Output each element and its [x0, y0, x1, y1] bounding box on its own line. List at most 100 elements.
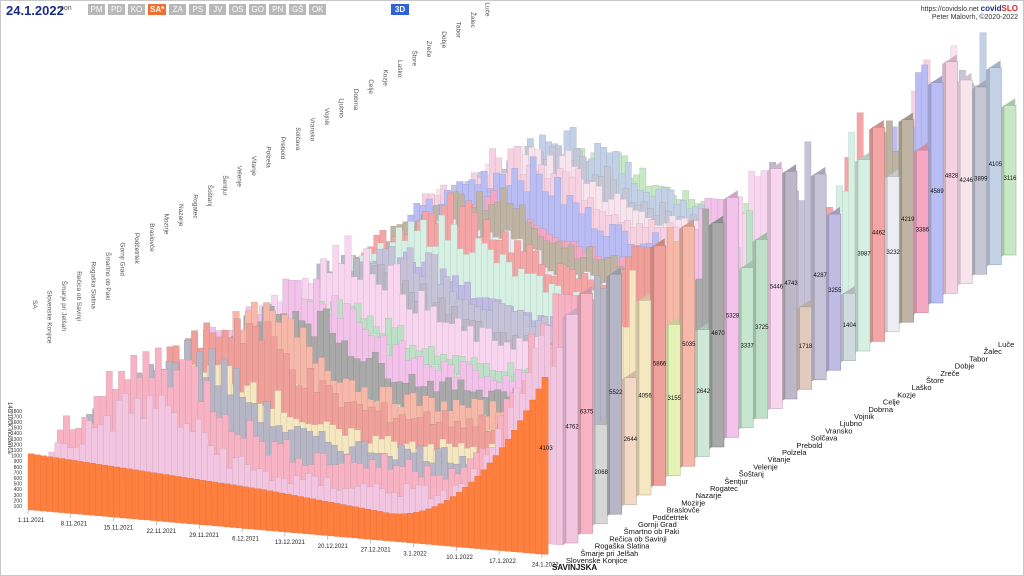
y-tick-label: 1500 — [11, 426, 22, 432]
last-bar-25: 4589 — [930, 82, 944, 304]
front-bar — [480, 469, 488, 550]
series-label: Kozje — [897, 390, 916, 399]
last-bar-rect — [916, 149, 929, 313]
last-bar-2: 2068 — [595, 424, 609, 525]
y-tick-label: 200 — [14, 498, 23, 504]
y-tick-label: 1200 — [11, 442, 22, 448]
front-bar — [339, 504, 347, 538]
front-bar — [217, 482, 225, 527]
last-value-label: 3987 — [857, 251, 871, 257]
front-bar — [309, 498, 316, 535]
last-bar-rect — [711, 222, 725, 448]
last-bar-15: 4743 — [784, 171, 798, 400]
last-value-label: 4462 — [872, 230, 886, 236]
y-tick-label: 900 — [14, 459, 23, 465]
front-bar — [303, 497, 310, 535]
view-3d-button[interactable]: 3D — [391, 4, 409, 15]
front-series-savinjska: 4103 — [27, 377, 553, 555]
front-bar — [272, 491, 280, 532]
last-bar-22: 3232 — [887, 176, 901, 333]
back-series-label: Rečica ob Savinji — [75, 271, 82, 321]
region-button-gs[interactable]: GŠ — [289, 4, 307, 15]
front-last-value: 4103 — [539, 446, 553, 452]
front-bar — [376, 511, 384, 541]
last-bar-rect — [799, 306, 812, 390]
last-bar-19: 1404 — [843, 292, 857, 361]
back-series-label: Dobrna — [352, 89, 359, 111]
last-bar-11: 5328 — [726, 197, 740, 438]
site-url[interactable]: https://covidslo.net — [920, 6, 979, 13]
front-bar — [474, 475, 482, 549]
site-link[interactable]: https://covidslo.net covidSLO — [921, 4, 1018, 13]
last-value-label: 4743 — [784, 281, 798, 287]
series-label: Nazarje — [696, 491, 722, 500]
last-value-label: 2642 — [697, 389, 711, 395]
front-bar — [119, 467, 127, 519]
back-series-label: Šmartno ob Paki — [104, 252, 113, 300]
back-series-label: Vojnik — [323, 108, 330, 126]
brand-covid: covid — [980, 4, 1002, 13]
last-bar-rect — [974, 86, 988, 275]
front-bar — [241, 486, 249, 529]
y-tick-label: 600 — [14, 476, 23, 482]
last-value-label: 3386 — [916, 227, 930, 233]
front-bar — [131, 469, 139, 520]
front-bar — [456, 492, 463, 548]
last-bar-4: 2644 — [624, 377, 638, 505]
region-button-ps[interactable]: PS — [189, 4, 207, 15]
front-bar — [186, 478, 194, 524]
last-bar-14: 5446 — [770, 168, 784, 409]
last-value-label: 3155 — [668, 396, 682, 402]
region-button-pm[interactable]: PM — [88, 4, 105, 15]
back-series-label: Slovenske Konjice — [46, 290, 53, 343]
y-tick-label: 300 — [14, 493, 23, 499]
region-button-ko[interactable]: KO — [128, 4, 145, 15]
region-button-jv[interactable]: JV — [209, 4, 227, 15]
front-bar — [46, 456, 53, 512]
last-bar-1: 6375 — [580, 293, 594, 534]
front-bar — [205, 480, 212, 526]
last-value-label: 4246 — [960, 178, 974, 184]
region-button-go[interactable]: GO — [249, 4, 267, 15]
last-value-label: 4219 — [901, 217, 915, 223]
front-bar — [113, 466, 121, 518]
x-tick-label: 1.11.2021 — [18, 518, 45, 524]
last-value-label: 4589 — [930, 189, 944, 195]
front-bar — [535, 388, 543, 555]
front-bar — [425, 508, 433, 545]
last-bar-23: 4219 — [901, 119, 915, 323]
last-bar-rect — [857, 159, 871, 352]
y-tick-label: 1400 — [11, 431, 22, 437]
front-bar — [364, 508, 371, 540]
last-bar-13: 3725 — [755, 239, 769, 419]
x-tick-label: 22.11.2021 — [147, 529, 177, 535]
front-bar — [511, 430, 518, 553]
region-button-pn[interactable]: PN — [269, 4, 287, 15]
series-label: Laško — [912, 383, 932, 392]
y-axis-title: 14d/100k incidenca — [6, 402, 12, 454]
front-bar — [505, 438, 512, 552]
day-of-week: pon — [60, 5, 72, 12]
front-bar — [58, 458, 66, 513]
x-tick-label: 17.1.2022 — [489, 559, 516, 565]
last-bar-rect — [872, 126, 885, 342]
last-bar-rect — [624, 377, 637, 505]
region-button-os[interactable]: OS — [229, 4, 247, 15]
last-bar-28: 3899 — [974, 86, 988, 275]
region-button-pd[interactable]: PD — [108, 4, 125, 15]
last-bar-rect — [843, 292, 856, 361]
last-bar-rect — [682, 225, 696, 467]
series-label: Rogaška Slatina — [595, 542, 650, 551]
last-bar-8: 5035 — [682, 225, 696, 467]
front-bar — [449, 496, 457, 547]
last-value-label: 5522 — [609, 390, 623, 396]
front-bar — [125, 468, 133, 519]
region-button-za[interactable]: ZA — [169, 4, 187, 15]
back-series-label: Polzela — [265, 146, 272, 168]
region-button-ok[interactable]: OK — [309, 4, 327, 15]
front-bar — [89, 463, 96, 516]
last-bar-3: 5522 — [609, 273, 623, 515]
region-button-sa[interactable]: SA* — [148, 4, 167, 15]
front-bar — [52, 457, 59, 513]
